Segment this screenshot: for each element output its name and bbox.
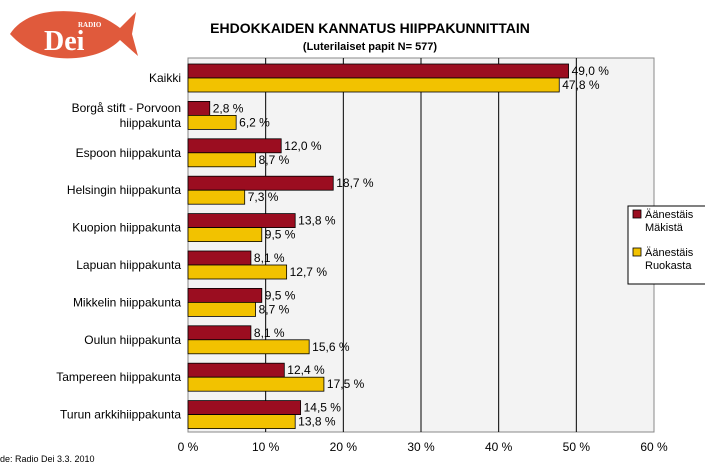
data-label: 15,6 % (312, 340, 350, 354)
legend-swatch (632, 209, 642, 219)
bars (187, 63, 569, 430)
data-label: 13,8 % (298, 415, 336, 429)
data-label: 14,5 % (304, 401, 342, 415)
category-label: Espoon hiippakunta (76, 146, 182, 160)
logo-small-text: RADIO (78, 21, 102, 29)
x-tick-label: 60 % (640, 440, 668, 454)
category-label: Helsingin hiippakunta (67, 183, 181, 197)
legend-swatch (632, 247, 642, 257)
legend-label: Äänestäis (645, 247, 694, 259)
category-label: Kuopion hiippakunta (72, 221, 181, 235)
data-label: 17,5 % (327, 377, 365, 391)
data-label: 8,1 % (254, 251, 285, 265)
bar-makista (187, 63, 569, 79)
data-label: 12,0 % (284, 139, 322, 153)
data-label: 9,5 % (265, 228, 296, 242)
bar-makista (187, 250, 252, 266)
bar-ruokasta (187, 77, 560, 93)
legend-label: Mäkistä (645, 222, 684, 234)
data-label: 18,7 % (336, 176, 374, 190)
bar-makista (187, 101, 211, 116)
bar-ruokasta (187, 339, 310, 355)
category-label: hiippakunta (120, 116, 182, 130)
chart-subtitle: (Luterilaiset papit N= 577) (303, 41, 438, 53)
data-label: 47,8 % (562, 78, 600, 92)
radio-dei-logo: RADIO Dei (10, 11, 138, 59)
bar-makista (187, 325, 252, 341)
data-label: 7,3 % (248, 190, 279, 204)
x-tick-label: 10 % (252, 440, 280, 454)
x-tick-label: 40 % (485, 440, 513, 454)
bar-makista (187, 213, 296, 229)
category-label: Kaikki (149, 71, 181, 85)
chart-title: EHDOKKAIDEN KANNATUS HIIPPAKUNNITTAIN (210, 20, 530, 36)
data-label: 6,2 % (239, 115, 270, 129)
x-tick-label: 30 % (407, 440, 435, 454)
data-label: 12,4 % (287, 363, 325, 377)
data-label: 49,0 % (572, 64, 610, 78)
data-label: 8,7 % (259, 153, 290, 167)
category-label: Lapuan hiippakunta (76, 258, 181, 272)
legend-label: Äänestäis (645, 209, 694, 221)
category-label: Turun arkkihiippakunta (60, 408, 181, 422)
data-label: 12,7 % (290, 265, 328, 279)
bar-makista (187, 175, 334, 191)
data-label: 13,8 % (298, 214, 336, 228)
x-tick-label: 20 % (330, 440, 358, 454)
x-tick-label: 0 % (178, 440, 199, 454)
x-axis-ticks: 0 % 10 % 20 % 30 % 40 % 50 % 60 % (178, 440, 668, 454)
category-label: Tampereen hiippakunta (56, 370, 181, 384)
data-label: 2,8 % (213, 101, 244, 115)
bar-ruokasta (187, 152, 256, 168)
data-label: 8,1 % (254, 326, 285, 340)
data-label: 8,7 % (259, 302, 290, 316)
category-label: Mikkelin hiippakunta (73, 295, 181, 309)
x-tick-label: 50 % (563, 440, 591, 454)
bar-ruokasta (187, 189, 246, 205)
data-labels: 49,0 %47,8 %2,8 %6,2 %12,0 %8,7 %18,7 %7… (213, 64, 610, 429)
bar-ruokasta (187, 301, 256, 317)
data-label: 9,5 % (265, 288, 296, 302)
logo-big-text: Dei (44, 26, 85, 57)
bar-ruokasta (187, 264, 288, 280)
bar-makista (187, 287, 263, 303)
bar-ruokasta (187, 115, 237, 130)
legend-label: Ruokasta (645, 260, 692, 272)
bar-ruokasta (187, 227, 263, 243)
bar-ruokasta (187, 376, 325, 392)
category-label: Borgå stift - Porvoon (72, 101, 181, 115)
bar-makista (187, 400, 302, 416)
gridlines (265, 58, 577, 432)
category-label: Oulun hiippakunta (84, 333, 181, 347)
bar-makista (187, 362, 285, 378)
bar-makista (187, 138, 282, 154)
legend-box (627, 205, 705, 285)
source-note: de: Radio Dei 3.3. 2010 (0, 454, 95, 464)
fish-logo-icon (10, 11, 138, 59)
bar-ruokasta (187, 414, 296, 430)
